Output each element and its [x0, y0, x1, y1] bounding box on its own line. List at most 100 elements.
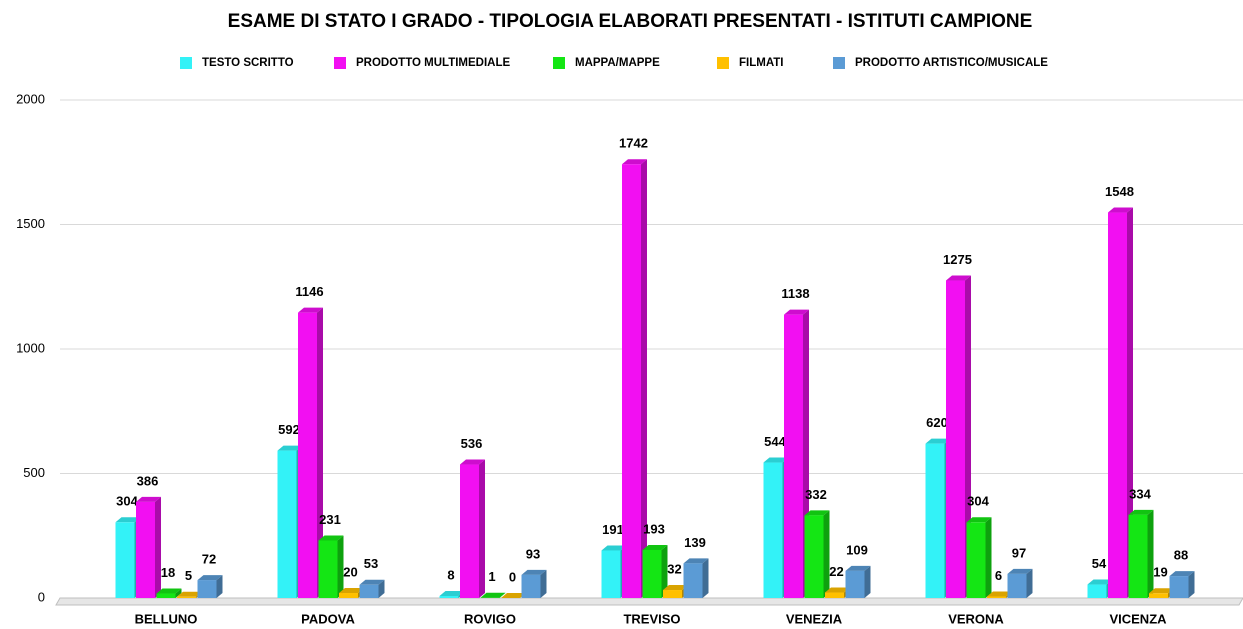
value-label: 54: [1092, 556, 1107, 571]
bar: [1108, 212, 1127, 598]
x-tick-label: TREVISO: [623, 611, 680, 626]
bar-top: [925, 438, 951, 444]
y-tick-label: 500: [23, 465, 45, 480]
legend-label: FILMATI: [739, 57, 784, 69]
legend-label: TESTO SCRITTO: [202, 57, 294, 69]
bar-top: [663, 585, 688, 591]
bar-top: [1128, 509, 1154, 515]
bar-side: [702, 558, 709, 598]
legend-swatch: [180, 57, 192, 69]
bar-top: [501, 593, 526, 598]
bar: [439, 596, 459, 598]
chart-title: ESAME DI STATO I GRADO - TIPOLOGIA ELABO…: [228, 11, 1033, 32]
legend-label: MAPPA/MAPPE: [575, 57, 660, 69]
bar-top: [298, 307, 323, 313]
legend-swatch: [833, 57, 845, 69]
bar: [925, 443, 945, 598]
bar-side: [175, 588, 182, 598]
bar-top: [521, 569, 547, 575]
value-label: 191: [602, 522, 624, 537]
bar-top: [946, 275, 971, 281]
bar-side: [864, 565, 871, 598]
bar-top: [683, 558, 709, 564]
bar: [298, 312, 317, 598]
value-label: 88: [1174, 548, 1188, 563]
bar-top: [277, 445, 303, 451]
bar-side: [1188, 571, 1195, 598]
value-label: 1138: [781, 286, 809, 301]
bar: [763, 462, 783, 598]
value-label: 1548: [1105, 184, 1134, 199]
bar-top: [987, 591, 1012, 597]
value-label: 8: [447, 567, 454, 582]
bar: [197, 580, 217, 598]
bar-top: [1007, 568, 1033, 574]
bar-top: [845, 565, 871, 571]
value-label: 231: [319, 512, 341, 527]
x-tick-label: PADOVA: [301, 611, 355, 626]
value-label: 6: [995, 568, 1002, 583]
bar-top: [318, 535, 344, 541]
bar-top: [825, 587, 850, 593]
bar: [601, 550, 621, 598]
bar-side: [155, 496, 161, 598]
bar: [115, 522, 135, 598]
value-label: 0: [509, 569, 516, 584]
bar-side: [337, 535, 344, 598]
bar-top: [1149, 588, 1174, 594]
bar-top: [1169, 571, 1195, 577]
bar-top: [359, 579, 385, 585]
value-label: 334: [1129, 486, 1151, 501]
bar-top: [804, 510, 830, 516]
x-tick-label: VENEZIA: [786, 611, 843, 626]
bar: [460, 464, 479, 598]
bar-top: [480, 592, 506, 598]
value-label: 5: [185, 568, 192, 583]
value-label: 304: [967, 494, 989, 509]
bar: [359, 584, 379, 598]
bar-top: [1108, 207, 1133, 213]
bar-top: [156, 588, 182, 594]
value-label: 1: [488, 569, 495, 584]
y-tick-label: 0: [38, 589, 45, 604]
bar: [318, 540, 338, 598]
bar-side: [641, 159, 647, 598]
bar-top: [136, 496, 161, 502]
bar-side: [1147, 509, 1154, 598]
bar: [825, 592, 844, 598]
value-label: 139: [684, 535, 706, 550]
x-tick-label: ROVIGO: [464, 611, 516, 626]
value-label: 620: [926, 415, 948, 430]
value-label: 536: [461, 436, 483, 451]
bar: [622, 164, 641, 598]
value-label: 53: [364, 556, 378, 571]
bar-top: [1087, 579, 1113, 585]
bar-top: [115, 517, 141, 523]
bar: [1169, 576, 1189, 598]
bar-side: [1026, 568, 1033, 598]
x-tick-label: VERONA: [948, 611, 1004, 626]
bar-top: [622, 159, 647, 165]
value-label: 193: [643, 521, 665, 536]
bar: [1087, 584, 1107, 598]
bar-side: [216, 575, 223, 598]
legend-label: PRODOTTO ARTISTICO/MUSICALE: [855, 57, 1048, 69]
value-label: 304: [116, 494, 138, 509]
bar: [987, 596, 1006, 598]
legend-label: PRODOTTO MULTIMEDIALE: [356, 57, 511, 69]
value-label: 18: [161, 565, 175, 580]
floor: [55, 597, 1243, 606]
bar: [784, 314, 803, 598]
bar: [663, 590, 682, 598]
value-label: 32: [667, 561, 681, 576]
bar-top: [642, 544, 668, 550]
value-label: 592: [278, 422, 300, 437]
bar: [804, 515, 824, 598]
bar: [966, 522, 986, 598]
bar-top: [601, 545, 627, 551]
value-label: 1275: [943, 252, 972, 267]
y-tick-label: 1500: [16, 216, 45, 231]
bar-side: [317, 307, 323, 598]
bar-top: [177, 591, 202, 597]
